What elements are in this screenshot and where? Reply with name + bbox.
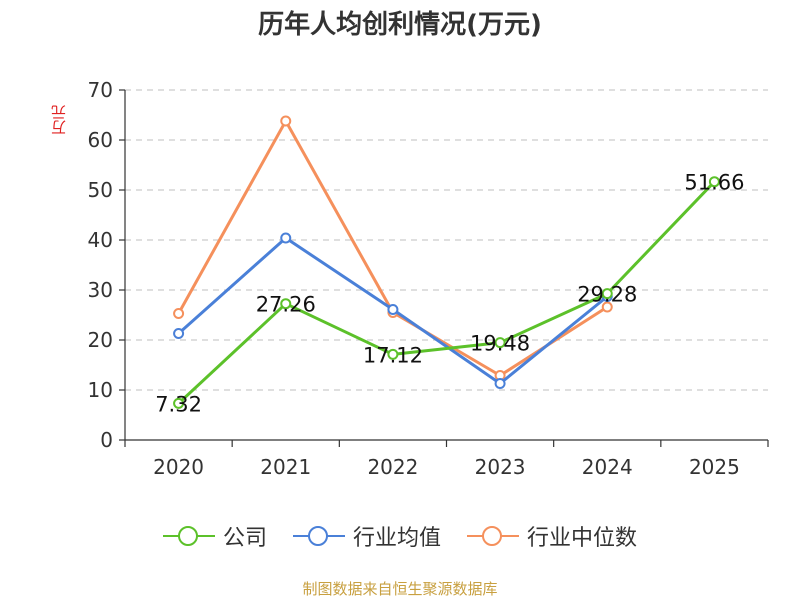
x-tick-label: 2020 — [153, 455, 204, 479]
x-tick-label: 2024 — [582, 455, 633, 479]
series-line — [177, 180, 716, 405]
data-point — [387, 304, 399, 315]
y-tick-label: 60 — [88, 128, 113, 152]
y-tick-label: 20 — [88, 328, 113, 352]
data-point — [601, 288, 613, 300]
data-point — [601, 301, 613, 313]
legend-label: 行业均值 — [352, 526, 441, 551]
x-tick-label: 2022 — [367, 455, 418, 479]
legend: 公司 行业均值 行业中位数 — [0, 520, 800, 552]
legend-item-company[interactable]: 公司 — [162, 520, 267, 552]
y-tick-label: 10 — [88, 378, 113, 402]
legend-item-industry-mean[interactable]: 行业均值 — [292, 520, 441, 552]
data-label: 51.66 — [684, 171, 744, 195]
legend-label: 公司 — [222, 526, 267, 551]
legend-marker-icon — [292, 525, 345, 547]
data-label: 19.48 — [470, 332, 530, 356]
data-point — [280, 232, 292, 244]
data-label: 7.32 — [155, 392, 202, 416]
data-point — [280, 298, 292, 310]
data-point — [280, 115, 292, 127]
legend-marker-icon — [467, 525, 519, 547]
data-point — [494, 378, 506, 389]
y-tick-label: 50 — [88, 178, 113, 202]
x-tick-label: 2025 — [689, 455, 740, 479]
data-label: 27.26 — [256, 293, 316, 317]
data-point — [494, 337, 506, 349]
y-tick-label: 30 — [88, 278, 113, 302]
data-point — [173, 397, 185, 409]
x-tick-label: 2021 — [260, 455, 311, 479]
legend-item-industry-median[interactable]: 行业中位数 — [467, 520, 637, 552]
series-line — [177, 119, 609, 377]
data-point — [708, 176, 720, 188]
y-tick-label: 0 — [100, 428, 113, 452]
x-tick-label: 2023 — [475, 455, 526, 479]
data-point — [387, 348, 399, 360]
data-label: 17.12 — [363, 343, 423, 367]
legend-label: 行业中位数 — [527, 526, 638, 551]
chart-title: 历年人均创利情况(万元) — [258, 10, 542, 40]
y-tick-label: 40 — [88, 228, 113, 252]
data-point — [173, 308, 185, 319]
data-label: 29.28 — [577, 283, 637, 307]
data-point — [173, 328, 185, 339]
legend-marker-icon — [162, 525, 215, 547]
source-footer: 制图数据来自恒生聚源数据库 — [302, 580, 498, 598]
y-tick-label: 70 — [88, 78, 113, 102]
